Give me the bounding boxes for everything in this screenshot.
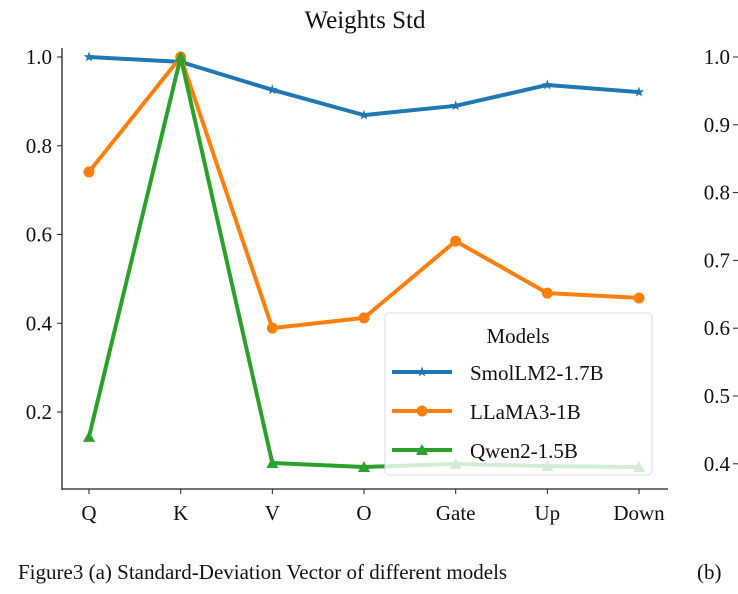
data-point: [542, 79, 553, 90]
legend: Models SmolLM2-1.7B LLaMA3-1B Qwen2-1.5B: [384, 312, 653, 476]
data-point: [358, 461, 371, 473]
x-tick-label: V: [265, 501, 280, 525]
data-point: [267, 84, 278, 95]
data-point: [83, 430, 95, 442]
legend-label: LLaMA3-1B: [470, 400, 581, 424]
legend-marker: [416, 444, 428, 455]
x-tick-label: Gate: [436, 501, 476, 525]
data-point: [358, 312, 370, 324]
data-point: [450, 100, 461, 111]
y-tick-label: 0.4: [26, 311, 53, 335]
y-tick-label: 0.6: [26, 223, 52, 247]
data-point: [358, 109, 370, 120]
figure-caption-b: (b): [697, 560, 722, 584]
right-y-tick-label: 0.6: [704, 316, 730, 340]
data-point: [83, 166, 95, 178]
y-tick-label: 0.8: [26, 134, 52, 158]
series-LLaMA3-1B: [83, 51, 645, 334]
x-tick-label: Down: [613, 501, 665, 525]
data-point: [633, 86, 645, 97]
right-y-tick-label: 0.8: [704, 181, 730, 205]
data-point: [633, 292, 645, 304]
y-tick-label: 1.0: [26, 45, 52, 69]
legend-box: [384, 312, 653, 476]
legend-marker: [416, 405, 428, 417]
x-tick-label: Up: [535, 501, 561, 525]
figure-caption-a: Figure3 (a) Standard-Deviation Vector of…: [18, 560, 508, 584]
data-point: [541, 287, 553, 299]
data-point: [174, 51, 187, 62]
legend-title: Models: [487, 324, 550, 348]
data-point: [266, 457, 279, 469]
right-y-tick-label: 0.4: [704, 452, 731, 476]
x-tick-label: O: [356, 501, 371, 525]
chart-title: Weights Std: [305, 7, 426, 34]
x-tick-label: K: [173, 501, 188, 525]
data-point: [83, 51, 95, 62]
data-point: [450, 235, 462, 247]
right-y-tick-label: 1.0: [704, 45, 730, 69]
legend-label: Qwen2-1.5B: [470, 439, 578, 463]
right-y-tick-label: 0.9: [704, 113, 730, 137]
right-y-tick-label: 0.7: [704, 248, 730, 272]
right-y-tick-label: 0.5: [704, 384, 730, 408]
y-tick-label: 0.2: [26, 400, 52, 424]
data-point: [266, 322, 278, 334]
x-tick-label: Q: [81, 501, 96, 525]
legend-marker: [416, 366, 428, 377]
legend-label: SmolLM2-1.7B: [470, 361, 604, 385]
